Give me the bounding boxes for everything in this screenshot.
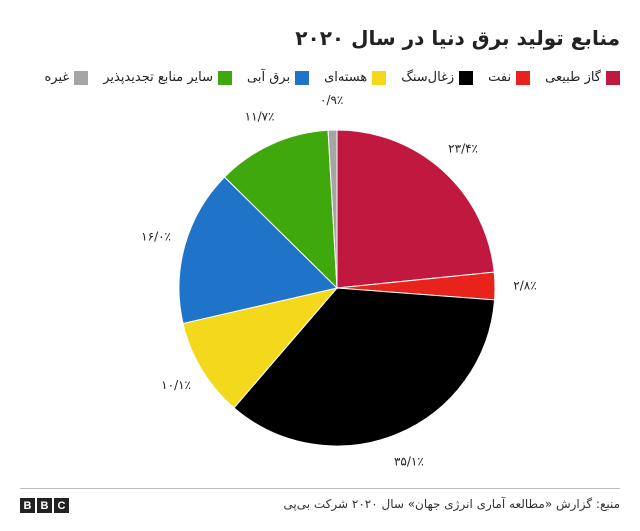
legend-item-6: غیره	[44, 70, 89, 85]
legend-item-3: هسته‌ای	[324, 70, 387, 85]
slice-value-label-2: ۳۵/۱٪	[394, 455, 424, 469]
slice-value-label-3: ۱۰/۱٪	[161, 378, 191, 392]
slice-value-label-0: ۲۳/۴٪	[448, 142, 478, 156]
legend-item-4: برق آبی	[247, 70, 310, 85]
legend-swatch-4	[295, 70, 310, 85]
legend-swatch-6	[74, 70, 89, 85]
bbc-logo: B B C	[20, 498, 71, 513]
footer-divider	[20, 488, 620, 489]
legend-label-6: غیره	[44, 70, 70, 85]
pie-slice-4	[178, 176, 338, 325]
legend-item-1: نفت	[488, 70, 531, 85]
legend-label-5: سایر منابع تجدیدپذیر	[103, 70, 214, 85]
bbc-logo-letter-2: B	[37, 498, 52, 513]
legend-label-0: گاز طبیعی	[545, 70, 601, 85]
source-note: منبع: گزارش «مطالعه آماری انرژی جهان» سا…	[283, 497, 620, 511]
legend-label-1: نفت	[488, 70, 512, 85]
legend-label-4: برق آبی	[247, 70, 291, 85]
legend-swatch-1	[516, 70, 531, 85]
legend-item-0: گاز طبیعی	[545, 70, 620, 85]
bbc-logo-letter-3: C	[54, 498, 69, 513]
legend-item-5: سایر منابع تجدیدپذیر	[103, 70, 233, 85]
slice-value-label-1: ۲/۸٪	[513, 279, 536, 293]
pie-slice-5	[223, 129, 338, 290]
slice-value-label-6: ۰/۹٪	[320, 93, 343, 107]
legend-swatch-0	[606, 70, 620, 85]
legend-swatch-2	[459, 70, 474, 85]
legend-label-3: هسته‌ای	[324, 70, 368, 85]
pie-slice-0	[336, 129, 495, 289]
slice-value-label-5: ۱۱/۷٪	[245, 110, 275, 124]
pie-slice-3	[182, 287, 339, 409]
slice-value-label-4: ۱۶/۰٪	[141, 230, 171, 244]
chart-title: منابع تولید برق دنیا در سال ۲۰۲۰	[295, 26, 620, 50]
legend-swatch-3	[372, 70, 387, 85]
pie-slice-2	[233, 287, 496, 447]
bbc-logo-letter-1: B	[20, 498, 35, 513]
chart-legend: گاز طبیعی نفت زغال‌سنگ هسته‌ای برق آبی سایر م…	[10, 70, 620, 85]
legend-item-2: زغال‌سنگ	[401, 70, 474, 85]
pie-slice-6	[327, 129, 338, 289]
legend-label-2: زغال‌سنگ	[401, 70, 455, 85]
legend-swatch-5	[218, 70, 233, 85]
